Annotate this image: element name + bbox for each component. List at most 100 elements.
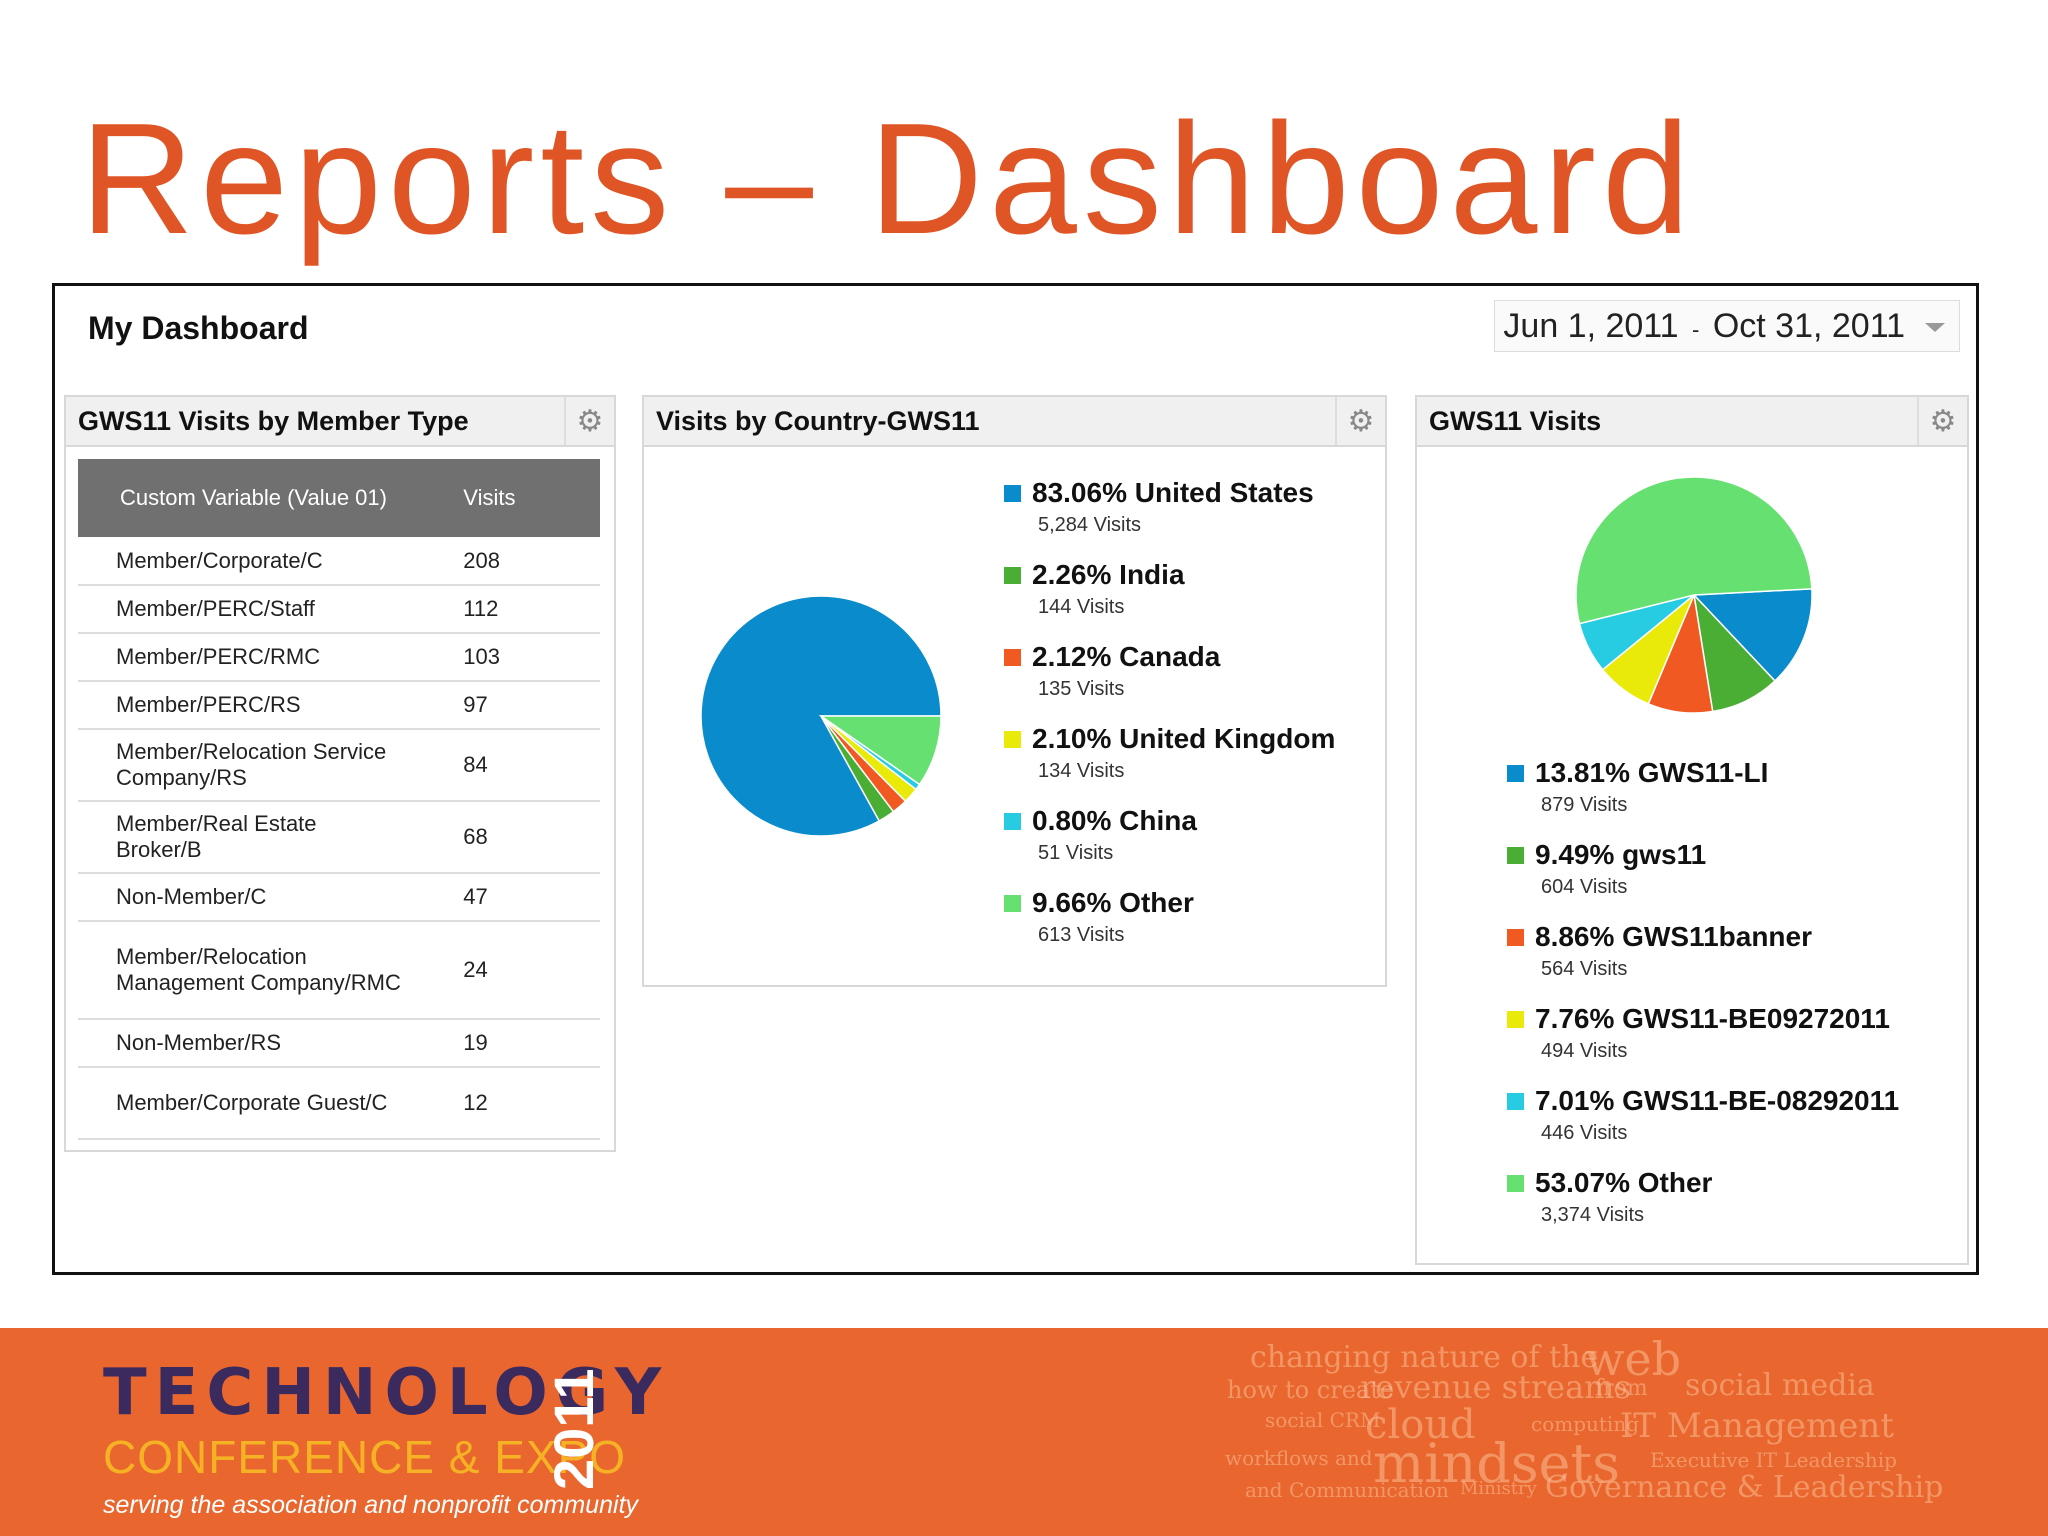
word-cloud-term: social CRM — [1265, 1408, 1381, 1432]
year-text: 2011 — [545, 1369, 605, 1491]
row-label: Member/Relocation Management Company/RMC — [78, 921, 464, 1020]
row-visits: 47 — [463, 873, 600, 922]
table-row: Member/Corporate/C 208 — [78, 537, 600, 586]
legend-label: 2.12% Canada — [1032, 641, 1221, 672]
word-cloud: changing nature of the web how to create re… — [1225, 1328, 2025, 1536]
pie-slice-other[interactable] — [818, 715, 942, 786]
word-cloud-term: mindsets — [1373, 1432, 1620, 1495]
legend-swatch — [1507, 847, 1524, 864]
legend-swatch — [1004, 813, 1021, 830]
logo-tagline: serving the association and nonprofit co… — [103, 1491, 639, 1519]
widget-header: GWS11 Visits by Member Type ⚙ — [66, 397, 614, 447]
legend-label: 83.06% United States — [1032, 477, 1314, 508]
row-visits: 19 — [463, 1019, 600, 1068]
legend-label: 7.76% GWS11-BE09272011 — [1535, 1003, 1890, 1034]
legend-visits: 494 Visits — [1541, 1040, 1628, 1062]
legend-swatch — [1507, 929, 1524, 946]
row-visits: 24 — [463, 921, 600, 1020]
date-end: Oct 31, 2011 — [1712, 307, 1905, 345]
gear-icon[interactable]: ⚙ — [1917, 397, 1967, 445]
footer-banner: TECHNOLOGY CONFERENCE & EXPO 2011 servin… — [0, 1328, 2048, 1536]
country-pie-chart — [700, 595, 942, 837]
row-label: Non-Member/RS — [78, 1019, 464, 1068]
widget-title: Visits by Country-GWS11 — [656, 406, 980, 436]
date-separator: - — [1692, 317, 1700, 342]
legend-swatch — [1004, 731, 1021, 748]
row-visits: 84 — [463, 729, 600, 802]
legend-label: 0.80% China — [1032, 805, 1197, 836]
table-row: Member/Relocation Management Company/RMC… — [78, 921, 600, 1020]
table-header-row: Custom Variable (Value 01) Visits — [78, 459, 600, 537]
legend-visits: 135 Visits — [1038, 678, 1125, 700]
visits-pie-chart — [1575, 476, 1813, 714]
row-visits: 208 — [463, 537, 600, 586]
word-cloud-term: IT Management — [1620, 1406, 1894, 1446]
legend-visits: 564 Visits — [1541, 958, 1628, 980]
table-row: Member/PERC/RS 97 — [78, 681, 600, 730]
logo-year: 2011 — [545, 1369, 605, 1491]
word-cloud-term: cloud — [1365, 1402, 1476, 1448]
table-row: Non-Member/C 47 — [78, 873, 600, 922]
pie-slice-gws11-li[interactable] — [1692, 588, 1813, 682]
row-label: Member/Corporate Guest/C — [78, 1067, 464, 1140]
table-row: Member/PERC/Staff 112 — [78, 585, 600, 634]
legend-label: 8.86% GWS11banner — [1535, 921, 1813, 952]
row-visits: 103 — [463, 633, 600, 682]
row-label: Member/Real Estate Broker/B — [78, 801, 464, 874]
row-label: Member/Relocation Service Company/RS — [78, 729, 464, 802]
word-cloud-term: computing — [1531, 1412, 1640, 1436]
chevron-down-icon[interactable] — [1925, 323, 1945, 332]
legend-label: 9.49% gws11 — [1535, 839, 1707, 870]
word-cloud-term: changing nature of the — [1250, 1340, 1599, 1375]
legend-visits: 3,374 Visits — [1541, 1204, 1645, 1226]
word-cloud-term: revenue streams — [1360, 1368, 1631, 1406]
gear-icon[interactable]: ⚙ — [1335, 397, 1385, 445]
date-start: Jun 1, 2011 — [1503, 307, 1679, 345]
legend-label: 53.07% Other — [1535, 1167, 1713, 1198]
row-label: Member/PERC/RS — [78, 681, 464, 730]
legend-swatch — [1004, 895, 1021, 912]
row-visits: 68 — [463, 801, 600, 874]
word-cloud-term: from — [1595, 1376, 1648, 1401]
legend-swatch — [1507, 1093, 1524, 1110]
word-cloud-term: social media — [1685, 1368, 1875, 1403]
legend-visits: 604 Visits — [1541, 876, 1628, 898]
legend-swatch — [1507, 1175, 1524, 1192]
table-row: Member/Real Estate Broker/B 68 — [78, 801, 600, 874]
legend-label: 13.81% GWS11-LI — [1535, 757, 1769, 788]
legend-swatch — [1507, 765, 1524, 782]
row-label: Member/PERC/RMC — [78, 633, 464, 682]
visits-legend: 13.81% GWS11-LI 879 Visits 9.49% gws11 604 … — [1507, 757, 1957, 1237]
date-range-picker[interactable]: Jun 1, 2011 - Oct 31, 2011 — [1494, 300, 1960, 352]
gear-icon[interactable]: ⚙ — [564, 397, 614, 445]
widget-gws11-visits: GWS11 Visits ⚙ 13.81% GWS11-LI 879 Visits… — [1415, 395, 1969, 1265]
row-label: Member/Corporate/C — [78, 537, 464, 586]
legend-visits: 51 Visits — [1038, 842, 1114, 864]
table-row: Member/PERC/RMC 103 — [78, 633, 600, 682]
word-cloud-term: how to create — [1227, 1376, 1395, 1404]
word-cloud-term: Executive IT Leadership — [1650, 1448, 1897, 1472]
legend-label: 2.26% India — [1032, 559, 1185, 590]
legend-swatch — [1004, 485, 1021, 502]
legend-visits: 5,284 Visits — [1038, 514, 1142, 536]
word-cloud-term: and Communication — [1245, 1478, 1449, 1502]
word-cloud-term: Governance & Leadership — [1545, 1470, 1944, 1505]
table-row: Member/Relocation Service Company/RS 84 — [78, 729, 600, 802]
member-type-table: Custom Variable (Value 01) Visits Member… — [78, 459, 600, 1140]
widget-title: GWS11 Visits — [1429, 406, 1602, 436]
legend-swatch — [1004, 567, 1021, 584]
widget-country: Visits by Country-GWS11 ⚙ 83.06% United … — [642, 395, 1387, 987]
column-header-visits[interactable]: Visits — [463, 459, 600, 537]
dashboard-panel: My Dashboard Jun 1, 2011 - Oct 31, 2011 … — [52, 283, 1979, 1275]
table-row: Non-Member/RS 19 — [78, 1019, 600, 1068]
slide-title: Reports – Dashboard — [80, 91, 1696, 267]
row-visits: 112 — [463, 585, 600, 634]
pie-slice-other[interactable] — [1575, 476, 1813, 625]
logo-conference-expo: CONFERENCE & EXPO — [103, 1431, 627, 1483]
row-label: Member/PERC/Staff — [78, 585, 464, 634]
legend-visits: 134 Visits — [1038, 760, 1125, 782]
dashboard-title: My Dashboard — [88, 310, 309, 346]
legend-visits: 879 Visits — [1541, 794, 1628, 816]
column-header-custom-variable[interactable]: Custom Variable (Value 01) — [78, 459, 464, 537]
legend-visits: 144 Visits — [1038, 596, 1125, 618]
